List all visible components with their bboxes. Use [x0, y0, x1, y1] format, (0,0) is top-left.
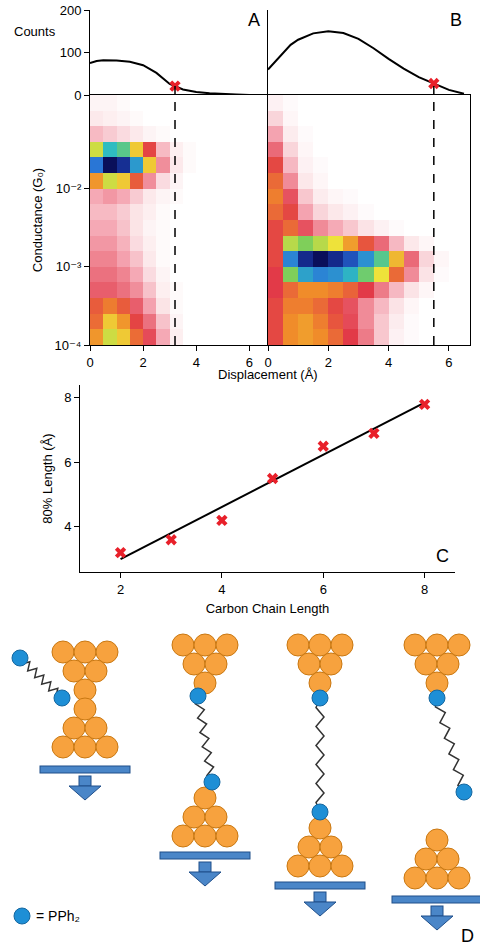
svg-text:A: A [248, 10, 260, 30]
svg-text:4: 4 [385, 355, 392, 370]
svg-text:D: D [461, 926, 474, 946]
svg-text:Counts: Counts [14, 24, 56, 39]
svg-text:80% Length (Å): 80% Length (Å) [40, 433, 55, 523]
svg-text:6: 6 [320, 582, 327, 597]
svg-text:10⁻²: 10⁻² [56, 181, 82, 196]
svg-text:0: 0 [74, 88, 81, 103]
svg-text:= PPh₂: = PPh₂ [36, 908, 80, 924]
svg-text:2: 2 [117, 582, 124, 597]
svg-text:4: 4 [218, 582, 225, 597]
svg-text:4: 4 [193, 355, 200, 370]
svg-text:Displacement (Å): Displacement (Å) [218, 367, 318, 382]
svg-text:10⁻⁴: 10⁻⁴ [54, 338, 81, 353]
svg-text:2: 2 [325, 355, 332, 370]
svg-text:B: B [450, 10, 462, 30]
svg-text:4: 4 [64, 519, 71, 534]
svg-text:8: 8 [421, 582, 428, 597]
svg-text:10⁻³: 10⁻³ [56, 259, 82, 274]
svg-text:Carbon Chain Length: Carbon Chain Length [206, 601, 330, 616]
svg-text:Conductance (G₀): Conductance (G₀) [30, 168, 45, 272]
svg-text:6: 6 [246, 355, 253, 370]
svg-text:6: 6 [445, 355, 452, 370]
svg-text:0: 0 [86, 355, 93, 370]
svg-text:8: 8 [64, 390, 71, 405]
svg-text:2: 2 [140, 355, 147, 370]
svg-text:C: C [436, 546, 449, 566]
svg-text:6: 6 [64, 455, 71, 470]
svg-text:200: 200 [60, 3, 82, 18]
svg-text:0: 0 [264, 355, 271, 370]
svg-text:100: 100 [60, 45, 82, 60]
